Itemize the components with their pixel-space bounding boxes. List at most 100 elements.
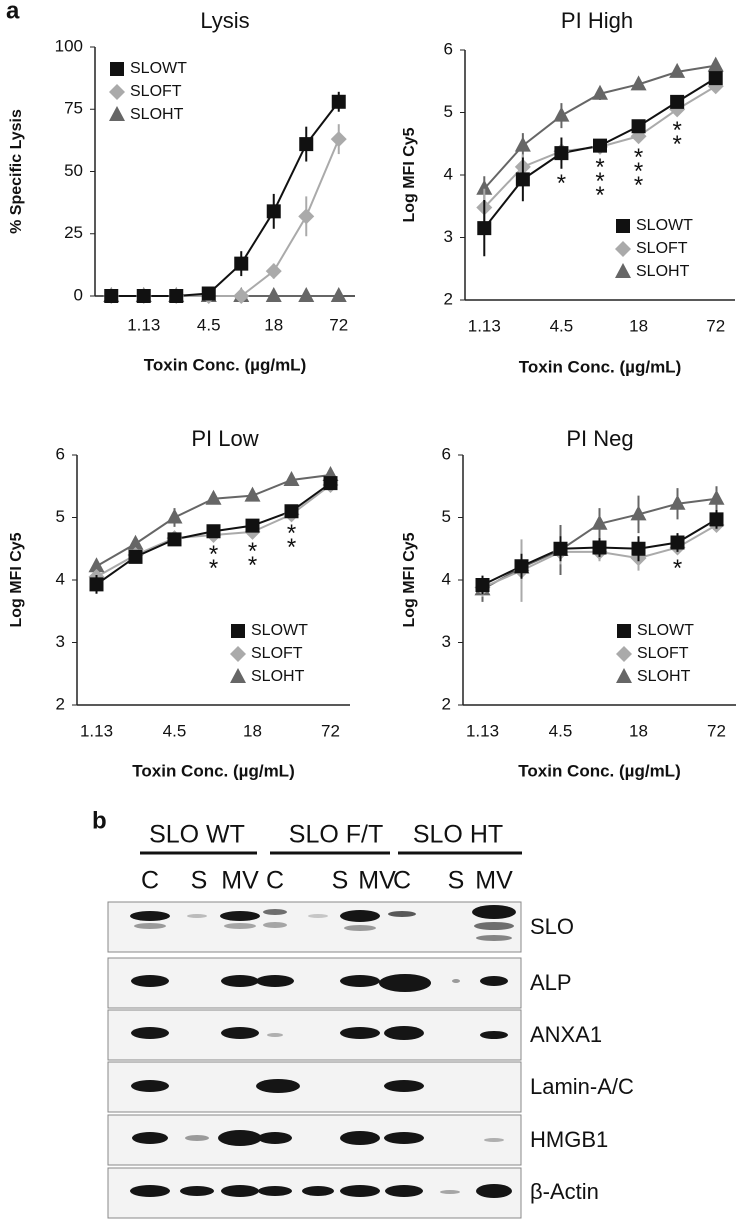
marker [323, 476, 338, 491]
y-tick-label: 6 [444, 39, 453, 58]
marker [330, 287, 347, 302]
y-tick-label: 75 [64, 99, 83, 118]
marker [514, 136, 531, 152]
marker [630, 505, 647, 521]
marker [708, 71, 723, 86]
chart-title: PI Neg [566, 426, 633, 451]
x-tick-label: 4.5 [549, 721, 573, 740]
row-label: SLO [530, 914, 574, 939]
marker [166, 508, 183, 524]
x-tick-label: 1.13 [466, 721, 499, 740]
legend-marker [615, 241, 631, 257]
lane-label: MV [221, 867, 259, 895]
marker [592, 540, 607, 555]
legend-marker [109, 84, 125, 100]
x-tick-label: 18 [629, 316, 648, 335]
marker [234, 256, 249, 271]
legend-marker [617, 624, 631, 638]
marker [201, 286, 216, 301]
row-label: ANXA1 [530, 1022, 602, 1047]
marker [591, 514, 608, 530]
legend-marker [616, 668, 632, 683]
lane-label: MV [358, 867, 396, 895]
row-label: Lamin-A/C [530, 1074, 634, 1099]
marker [708, 489, 725, 505]
x-axis-title: Toxin Conc. (µg/mL) [144, 355, 306, 374]
marker [669, 494, 686, 510]
marker [298, 287, 315, 302]
marker [265, 287, 282, 302]
significance: * [672, 554, 683, 582]
marker [244, 486, 261, 502]
marker [266, 204, 281, 219]
significance: *** [595, 154, 605, 210]
group-label: SLO HT [413, 821, 503, 849]
y-axis-title: Log MFI Cy5 [401, 532, 418, 627]
marker [707, 56, 724, 72]
marker [670, 535, 685, 550]
legend-label: SLOHT [251, 668, 305, 685]
x-tick-label: 18 [264, 315, 283, 334]
panel-label: a [6, 0, 20, 24]
legend-label: SLOHT [637, 668, 691, 685]
marker [205, 489, 222, 505]
lane-label: S [448, 867, 465, 895]
y-tick-label: 4 [56, 569, 65, 588]
marker [206, 524, 221, 539]
y-tick-label: 4 [444, 164, 453, 183]
x-tick-label: 72 [706, 316, 725, 335]
marker [127, 534, 144, 550]
legend-label: SLOWT [636, 217, 693, 234]
marker [283, 471, 300, 486]
x-axis-title: Toxin Conc. (µg/mL) [519, 357, 681, 376]
marker [593, 138, 607, 153]
marker [128, 549, 143, 564]
y-tick-label: 5 [442, 507, 451, 526]
y-tick-label: 3 [442, 632, 451, 651]
x-tick-label: 18 [629, 721, 648, 740]
chart-title: PI High [561, 8, 633, 33]
x-tick-label: 72 [707, 721, 726, 740]
y-tick-label: 5 [444, 102, 453, 121]
legend-marker [230, 646, 246, 662]
marker [88, 557, 105, 573]
legend-label: SLOFT [637, 645, 689, 662]
marker [284, 504, 299, 519]
marker [553, 541, 568, 556]
y-axis-title: % Specific Lysis [8, 109, 25, 234]
marker [476, 179, 493, 195]
legend-marker [615, 263, 631, 278]
marker [670, 94, 685, 109]
y-tick-label: 4 [442, 569, 451, 588]
x-tick-label: 1.13 [127, 315, 160, 334]
marker [554, 146, 569, 161]
marker [169, 289, 184, 303]
marker [515, 172, 530, 187]
marker [477, 221, 492, 236]
significance: ** [208, 541, 219, 582]
marker [475, 578, 490, 592]
y-axis-title: Log MFI Cy5 [401, 127, 418, 222]
x-tick-label: 1.13 [80, 721, 113, 740]
legend-marker [616, 219, 630, 233]
lane-label: S [191, 867, 208, 895]
marker [631, 541, 646, 556]
marker [330, 131, 347, 148]
row-label: β-Actin [530, 1179, 599, 1204]
significance: *** [633, 143, 644, 199]
legend-label: SLOWT [251, 622, 308, 639]
legend-label: SLOWT [637, 622, 694, 639]
y-tick-label: 2 [56, 694, 65, 713]
legend-marker [109, 106, 125, 121]
legend-label: SLOHT [130, 106, 184, 123]
lane-label: C [393, 867, 411, 895]
legend-label: SLOFT [636, 240, 688, 257]
y-tick-label: 3 [444, 227, 453, 246]
row-label: HMGB1 [530, 1127, 608, 1152]
y-tick-label: 2 [442, 694, 451, 713]
x-tick-label: 18 [243, 721, 262, 740]
marker [245, 518, 260, 533]
marker [592, 84, 608, 100]
